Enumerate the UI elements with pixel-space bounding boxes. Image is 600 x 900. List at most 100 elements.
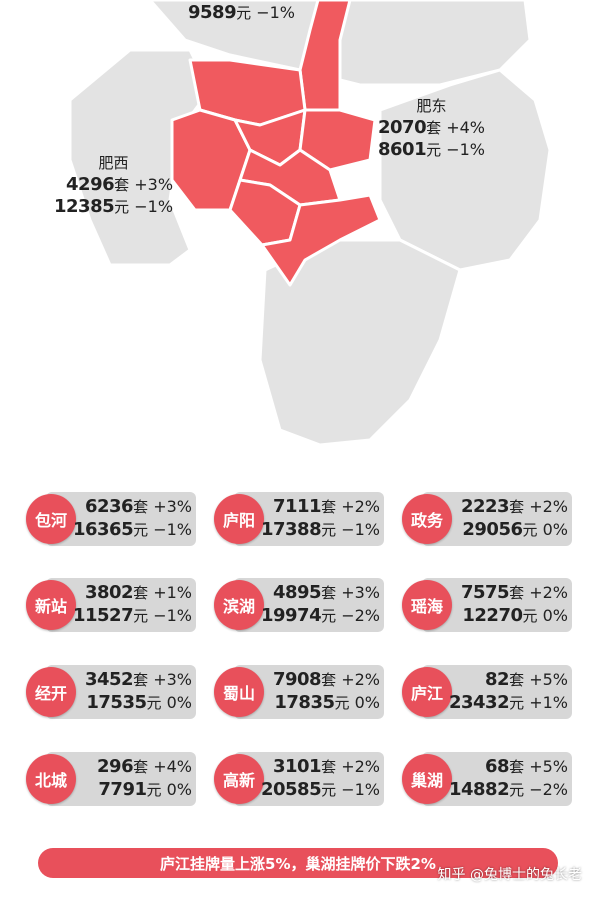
feidong-listings-change: +4% bbox=[446, 118, 486, 137]
district-price: 17388 bbox=[260, 519, 322, 540]
district-price: 17835 bbox=[274, 692, 335, 713]
feidong-price: 8601 bbox=[378, 139, 427, 160]
district-price-change: −2% bbox=[341, 606, 380, 625]
district-price-unit: 元 bbox=[321, 521, 337, 539]
district-price: 20585 bbox=[260, 779, 322, 800]
map-district-southeast bbox=[260, 193, 382, 287]
district-card: 新站 3802套 +1% 11527元 −1% bbox=[26, 576, 196, 634]
feidong-listings: 2070 bbox=[378, 117, 427, 138]
district-price-unit: 元 bbox=[509, 694, 525, 712]
district-listings-line: 6236套 +3% bbox=[85, 496, 192, 517]
district-price-change: −1% bbox=[341, 780, 380, 799]
district-listings-line: 7111套 +2% bbox=[273, 496, 380, 517]
district-price-unit: 元 bbox=[146, 694, 162, 712]
feixi-name: 肥西 bbox=[98, 154, 129, 172]
district-listings-unit: 套 bbox=[321, 671, 337, 689]
district-card: 滨湖 4895套 +3% 19974元 −2% bbox=[214, 576, 384, 634]
district-price-unit: 元 bbox=[522, 521, 538, 539]
district-price-line: 29056元 0% bbox=[462, 519, 568, 540]
district-price-line: 7791元 0% bbox=[98, 779, 192, 800]
district-price-line: 17835元 0% bbox=[274, 692, 380, 713]
district-card: 包河 6236套 +3% 16365元 −1% bbox=[26, 490, 196, 548]
district-listings: 7111 bbox=[272, 496, 322, 517]
district-price-change: 0% bbox=[166, 693, 192, 712]
district-price-line: 17535元 0% bbox=[86, 692, 192, 713]
district-name-badge: 蜀山 bbox=[214, 667, 264, 717]
district-price: 16365 bbox=[72, 519, 134, 540]
feixi-listings: 4296 bbox=[66, 174, 115, 195]
district-price-line: 23432元 +1% bbox=[449, 692, 568, 713]
district-card: 庐阳 7111套 +2% 17388元 −1% bbox=[214, 490, 384, 548]
map-region-south bbox=[258, 238, 462, 447]
district-name-badge: 庐江 bbox=[402, 667, 452, 717]
feixi-price-unit: 元 bbox=[114, 198, 130, 216]
district-card: 高新 3101套 +2% 20585元 −1% bbox=[214, 750, 384, 808]
district-listings-change: +4% bbox=[153, 757, 192, 776]
district-price-line: 17388元 −1% bbox=[261, 519, 380, 540]
district-price-change: 0% bbox=[354, 693, 380, 712]
district-listings-line: 68套 +5% bbox=[485, 756, 568, 777]
district-price: 14882 bbox=[448, 779, 510, 800]
district-map bbox=[68, 0, 552, 447]
district-price-change: −1% bbox=[153, 606, 192, 625]
map-region-west bbox=[68, 48, 212, 267]
district-listings-change: +5% bbox=[529, 757, 568, 776]
map-label-feixi: 肥西 4296套 +3% 12385元 −1% bbox=[54, 152, 173, 218]
district-card: 经开 3452套 +3% 17535元 0% bbox=[26, 663, 196, 721]
district-listings-line: 3452套 +3% bbox=[85, 669, 192, 690]
district-listings: 3452 bbox=[84, 669, 134, 690]
watermark: 知乎 @兔博士的兔长老 bbox=[437, 867, 582, 883]
district-listings-unit: 套 bbox=[133, 498, 149, 516]
district-card: 巢湖 68套 +5% 14882元 −2% bbox=[402, 750, 572, 808]
district-listings-change: +2% bbox=[341, 670, 380, 689]
district-listings-change: +5% bbox=[529, 670, 568, 689]
feidong-name: 肥东 bbox=[416, 97, 447, 115]
district-listings-change: +2% bbox=[529, 583, 568, 602]
district-name-badge: 瑶海 bbox=[402, 580, 452, 630]
district-price: 11527 bbox=[72, 605, 134, 626]
district-listings-unit: 套 bbox=[321, 758, 337, 776]
map-top-price-unit: 元 bbox=[236, 4, 252, 22]
feixi-listings-change: +3% bbox=[134, 175, 174, 194]
highlighted-districts bbox=[170, 0, 382, 287]
district-listings-line: 82套 +5% bbox=[485, 669, 568, 690]
map-label-top: 9589元 −1% bbox=[188, 2, 295, 24]
district-listings: 3802 bbox=[84, 582, 134, 603]
district-price-unit: 元 bbox=[334, 694, 350, 712]
district-price-unit: 元 bbox=[133, 521, 149, 539]
district-price-line: 19974元 −2% bbox=[261, 605, 380, 626]
district-listings-line: 4895套 +3% bbox=[273, 582, 380, 603]
map-top-price: 9589 bbox=[188, 2, 237, 23]
district-price: 7791 bbox=[98, 779, 147, 800]
district-price-unit: 元 bbox=[522, 607, 538, 625]
district-listings-unit: 套 bbox=[133, 758, 149, 776]
feidong-price-unit: 元 bbox=[426, 141, 442, 159]
district-price-line: 20585元 −1% bbox=[261, 779, 380, 800]
district-listings: 7575 bbox=[460, 582, 510, 603]
district-name-badge: 包河 bbox=[26, 494, 76, 544]
district-price-unit: 元 bbox=[321, 781, 337, 799]
district-price-line: 11527元 −1% bbox=[73, 605, 192, 626]
map-top-change: −1% bbox=[256, 3, 296, 22]
district-price-change: 0% bbox=[166, 780, 192, 799]
district-price: 19974 bbox=[260, 605, 322, 626]
district-price-line: 12270元 0% bbox=[462, 605, 568, 626]
district-price-unit: 元 bbox=[146, 781, 162, 799]
district-name-badge: 经开 bbox=[26, 667, 76, 717]
district-listings-line: 3101套 +2% bbox=[273, 756, 380, 777]
district-listings-line: 7908套 +2% bbox=[273, 669, 380, 690]
district-name-badge: 巢湖 bbox=[402, 754, 452, 804]
district-name-badge: 北城 bbox=[26, 754, 76, 804]
district-listings: 4895 bbox=[272, 582, 322, 603]
map-region-east bbox=[378, 68, 552, 272]
district-listings-unit: 套 bbox=[509, 758, 525, 776]
district-listings: 2223 bbox=[460, 496, 510, 517]
district-price: 29056 bbox=[462, 519, 523, 540]
district-price: 12270 bbox=[462, 605, 523, 626]
district-price-change: −1% bbox=[153, 520, 192, 539]
district-listings: 3101 bbox=[272, 756, 322, 777]
district-price-line: 14882元 −2% bbox=[449, 779, 568, 800]
district-price: 17535 bbox=[86, 692, 147, 713]
district-price-change: 0% bbox=[542, 606, 568, 625]
district-listings-line: 296套 +4% bbox=[97, 756, 192, 777]
